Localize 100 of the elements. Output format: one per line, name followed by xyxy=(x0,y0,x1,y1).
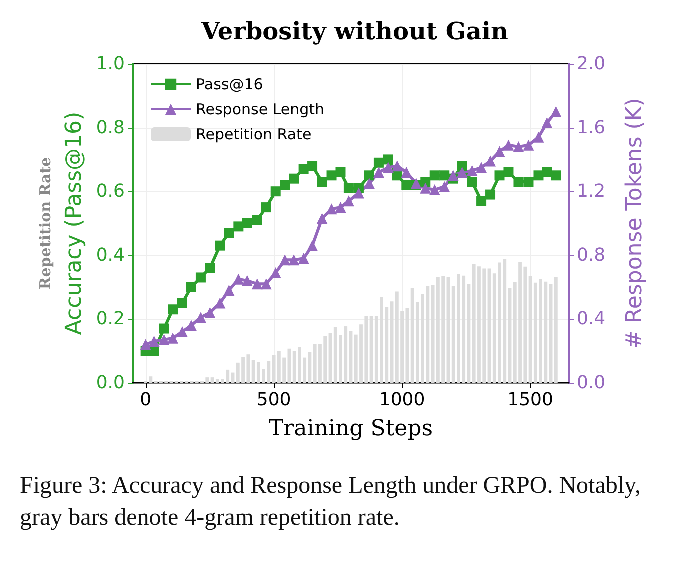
point xyxy=(542,167,552,178)
point xyxy=(503,140,514,151)
point xyxy=(420,182,432,194)
point xyxy=(178,298,188,308)
point xyxy=(233,274,244,285)
point xyxy=(514,177,524,188)
point xyxy=(401,166,412,178)
y-tick-label: 0.0 xyxy=(96,372,125,394)
y-tick-label: 0.6 xyxy=(96,181,125,202)
point xyxy=(550,106,562,118)
point xyxy=(353,188,364,199)
point xyxy=(289,174,300,184)
point xyxy=(196,272,206,283)
point xyxy=(205,263,216,274)
point xyxy=(344,183,354,194)
point xyxy=(280,254,291,266)
point xyxy=(215,240,226,251)
point xyxy=(373,166,384,178)
y-axis-title: Accuracy (Pass@16) xyxy=(62,112,87,336)
y2-tick-label: 0.4 xyxy=(577,308,606,330)
bar xyxy=(149,376,153,383)
point xyxy=(551,170,562,181)
point xyxy=(383,154,394,165)
point xyxy=(513,141,524,152)
x-tick-label: 0 xyxy=(140,390,152,410)
point xyxy=(224,228,234,238)
point xyxy=(440,170,450,181)
y2-tick-label: 2.0 xyxy=(577,54,606,74)
point xyxy=(523,140,534,151)
point xyxy=(298,164,309,174)
x-tick-label: 500 xyxy=(256,390,292,410)
point xyxy=(288,254,300,266)
point xyxy=(186,320,197,332)
y2-tick-label: 0.8 xyxy=(577,244,606,266)
point xyxy=(542,118,553,129)
y3-axis-title: Repetition Rate xyxy=(36,157,54,290)
point xyxy=(343,196,354,207)
point xyxy=(298,253,310,264)
point xyxy=(476,196,487,206)
point xyxy=(242,218,252,228)
point xyxy=(533,132,544,143)
point xyxy=(402,180,412,190)
bar xyxy=(554,277,558,383)
point xyxy=(429,184,440,196)
y-tick-label: 1.0 xyxy=(96,54,125,74)
point xyxy=(392,160,403,172)
y-tick-label: 0.8 xyxy=(96,117,125,138)
y2-tick-label: 0.0 xyxy=(577,372,606,394)
x-axis-title: Training Steps xyxy=(268,416,434,442)
point xyxy=(234,222,244,232)
point xyxy=(308,161,318,172)
x-tick-label: 1500 xyxy=(508,390,554,410)
point xyxy=(364,170,374,181)
point xyxy=(336,167,346,178)
point xyxy=(140,339,152,350)
point xyxy=(186,282,196,292)
point xyxy=(457,161,468,172)
point xyxy=(224,284,235,296)
point xyxy=(280,180,290,190)
point xyxy=(177,326,188,338)
point xyxy=(485,156,496,167)
y2-axis-title: # Response Tokens (K) xyxy=(622,98,648,349)
y-tick-label: 0.2 xyxy=(96,308,125,330)
point xyxy=(159,324,170,334)
point xyxy=(382,162,394,174)
point xyxy=(430,170,440,181)
legend-label: Repetition Rate xyxy=(196,126,312,144)
point xyxy=(307,240,318,252)
x-tick-label: 1000 xyxy=(379,390,426,410)
y2-tick-label: 1.6 xyxy=(577,117,606,138)
point xyxy=(270,267,282,278)
point xyxy=(261,202,272,213)
point xyxy=(439,181,450,192)
point xyxy=(317,177,328,188)
caption: Figure 3: Accuracy and Response Length under GRPO. Notably, gray bars denote 4-gram repetition rate. xyxy=(20,472,642,533)
point xyxy=(168,304,178,315)
y-tick-label: 0.4 xyxy=(96,244,125,266)
point xyxy=(168,332,179,344)
point xyxy=(448,170,459,182)
point xyxy=(524,177,534,188)
point xyxy=(195,312,206,324)
point xyxy=(252,278,263,290)
point xyxy=(316,213,328,224)
point xyxy=(335,202,346,214)
point xyxy=(486,190,496,200)
point xyxy=(242,275,253,286)
point xyxy=(504,167,514,178)
legend-label: Pass@16 xyxy=(196,76,264,94)
point xyxy=(158,334,170,346)
point xyxy=(467,177,478,188)
point xyxy=(374,158,384,168)
point xyxy=(476,162,488,174)
chart-title: Verbosity without Gain xyxy=(200,16,508,46)
y2-tick-label: 1.2 xyxy=(577,181,606,202)
legend-label: Response Length xyxy=(196,100,325,118)
point xyxy=(204,307,216,318)
point xyxy=(456,166,468,178)
point xyxy=(148,336,160,348)
point xyxy=(270,186,281,197)
point xyxy=(260,278,272,290)
